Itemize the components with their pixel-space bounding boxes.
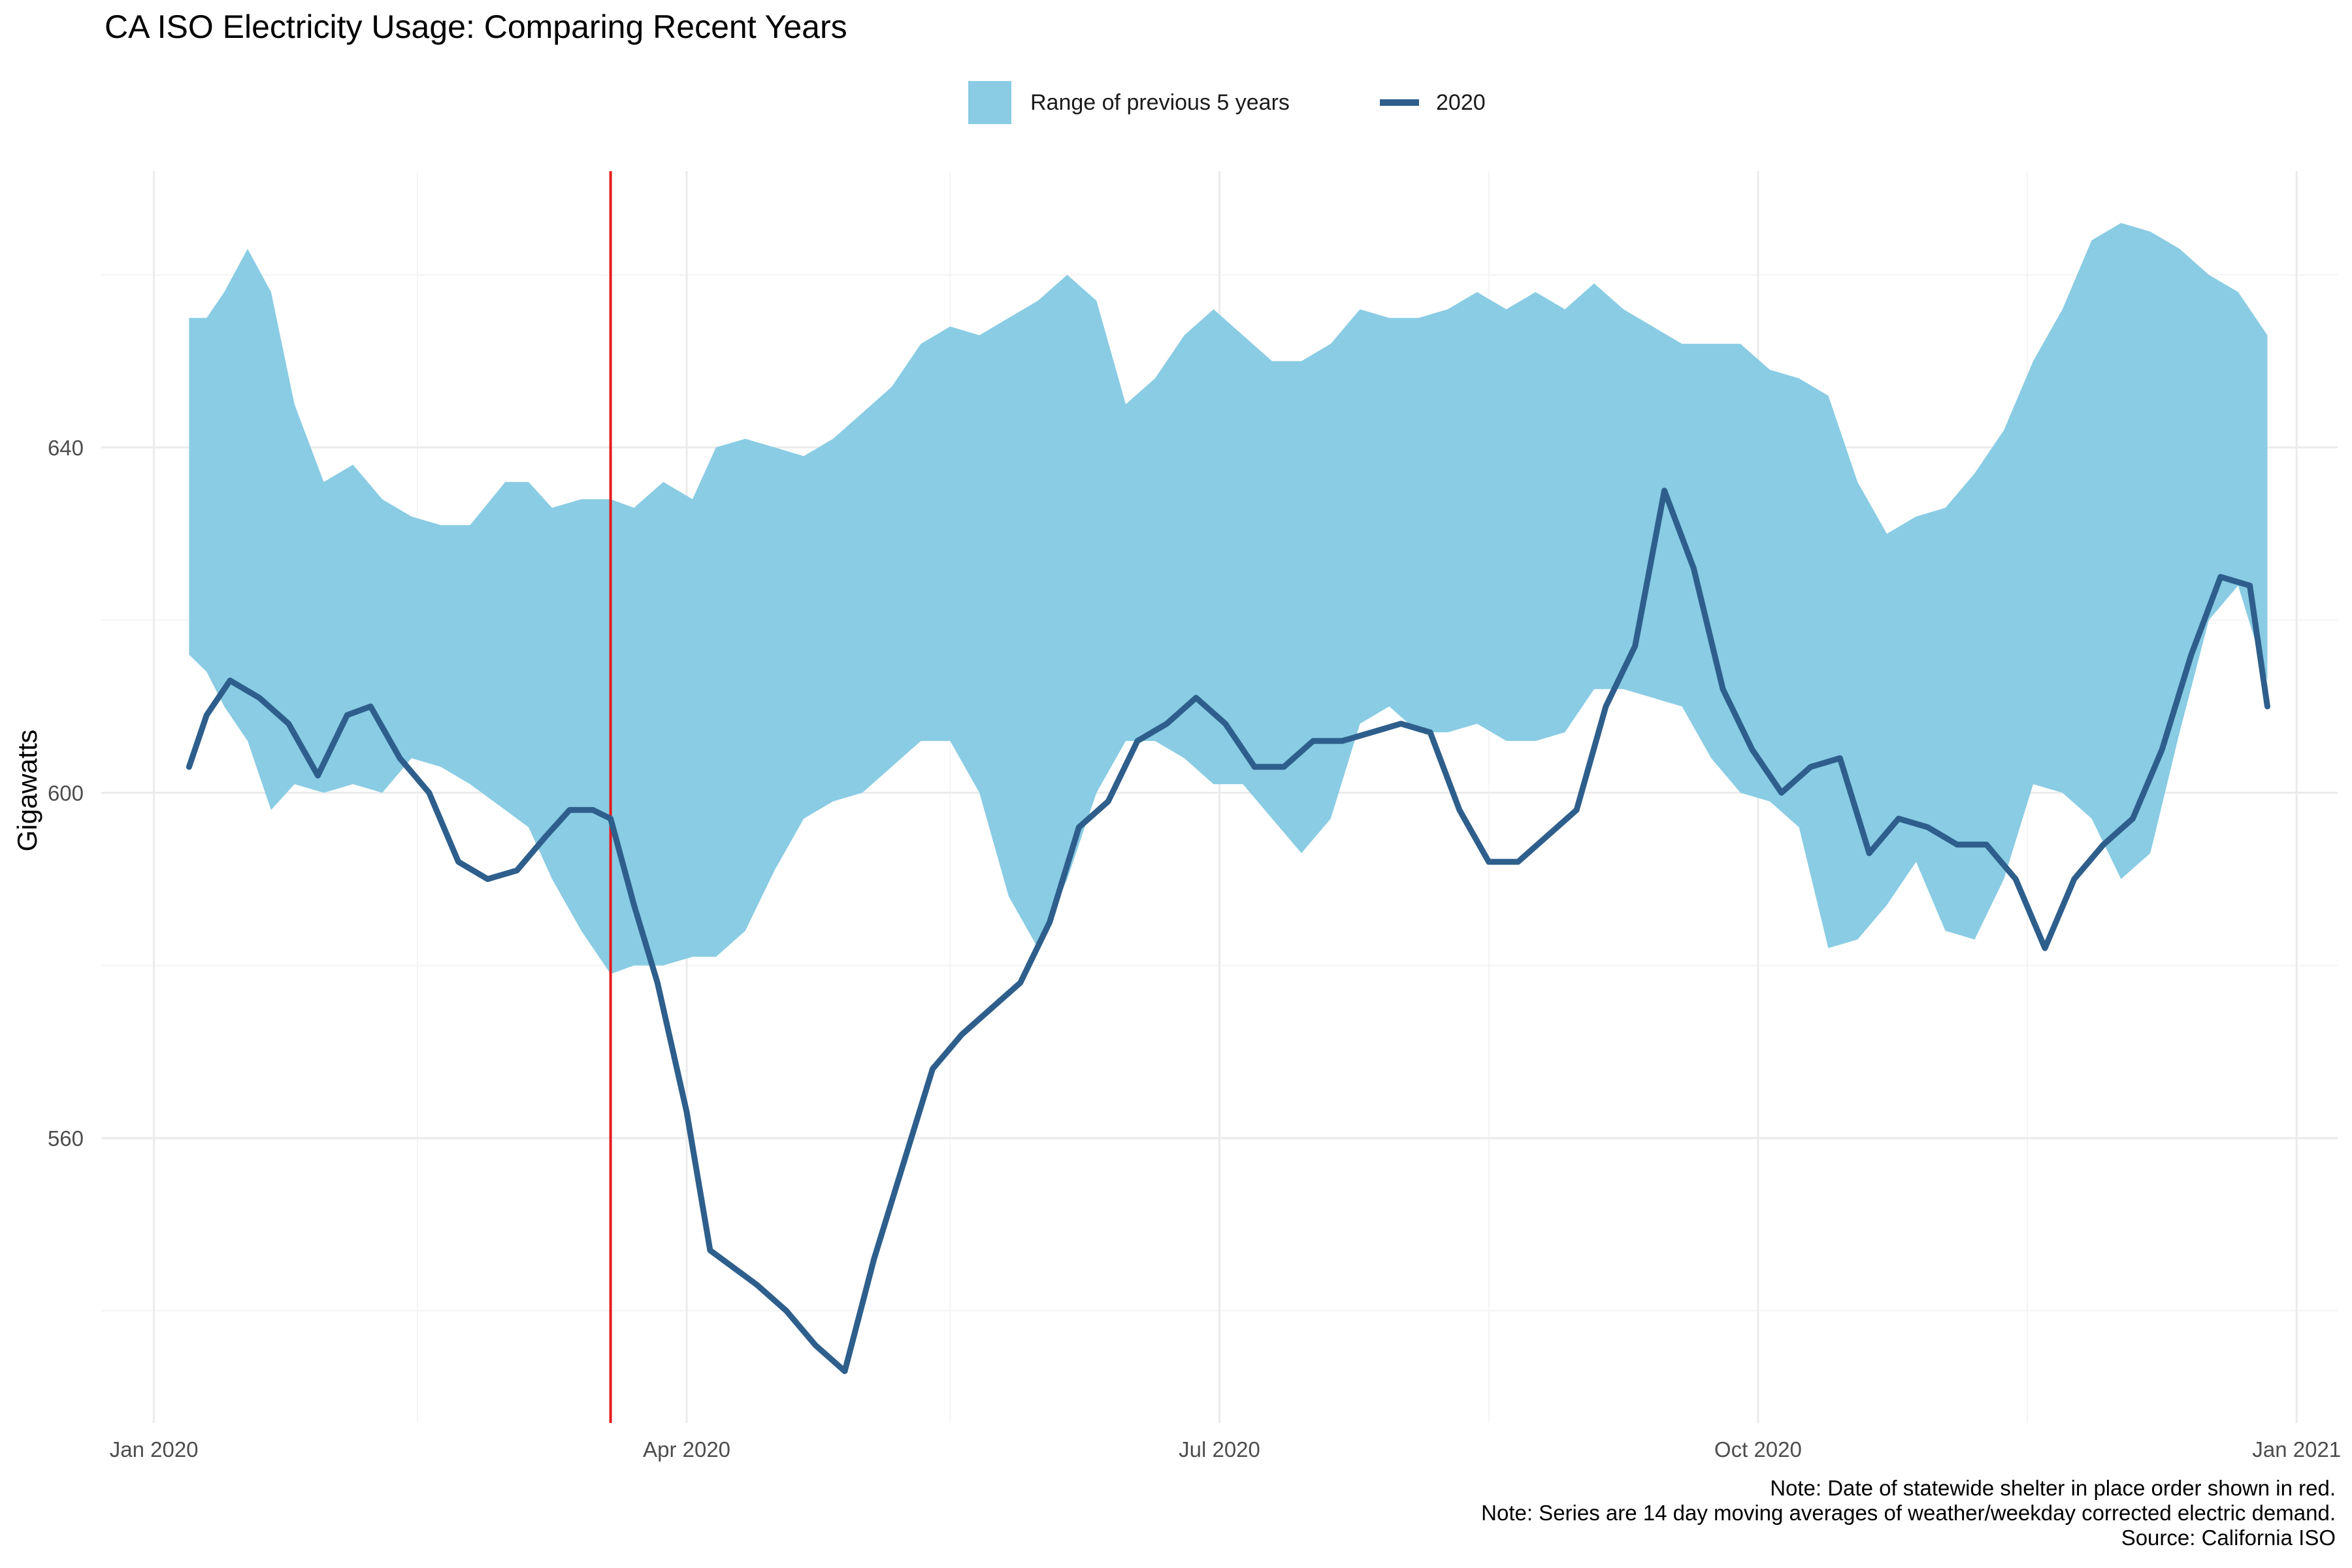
chart-title: CA ISO Electricity Usage: Comparing Rece… (105, 8, 847, 45)
note-shelter-order: Note: Date of statewide shelter in place… (1770, 1476, 2336, 1500)
note-source: Source: California ISO (2121, 1526, 2336, 1550)
y-axis: 560 600 640 (48, 436, 84, 1151)
x-tick-label: Jul 2020 (1179, 1437, 1260, 1462)
legend-range-swatch (968, 81, 1011, 124)
x-tick-label: Jan 2021 (2252, 1437, 2341, 1462)
notes: Note: Date of statewide shelter in place… (1481, 1476, 2336, 1550)
x-axis: Jan 2020 Apr 2020 Jul 2020 Oct 2020 Jan 2021 (110, 1437, 2341, 1462)
x-tick-label: Jan 2020 (110, 1437, 199, 1462)
series-2020-line (186, 487, 2270, 1375)
legend-line-label: 2020 (1436, 90, 1486, 115)
series-2020-layer (186, 487, 2270, 1375)
y-tick-label: 600 (48, 781, 84, 805)
range-ribbon-layer (189, 223, 2268, 974)
y-tick-label: 560 (48, 1126, 84, 1151)
x-tick-label: Oct 2020 (1714, 1437, 1802, 1462)
x-tick-label: Apr 2020 (643, 1437, 730, 1462)
y-tick-label: 640 (48, 436, 84, 460)
legend-range-label: Range of previous 5 years (1030, 90, 1290, 115)
legend: Range of previous 5 years 2020 (968, 81, 1486, 124)
y-axis-title: Gigawatts (12, 730, 42, 852)
range-ribbon (189, 223, 2268, 974)
note-moving-average: Note: Series are 14 day moving averages … (1481, 1501, 2336, 1525)
